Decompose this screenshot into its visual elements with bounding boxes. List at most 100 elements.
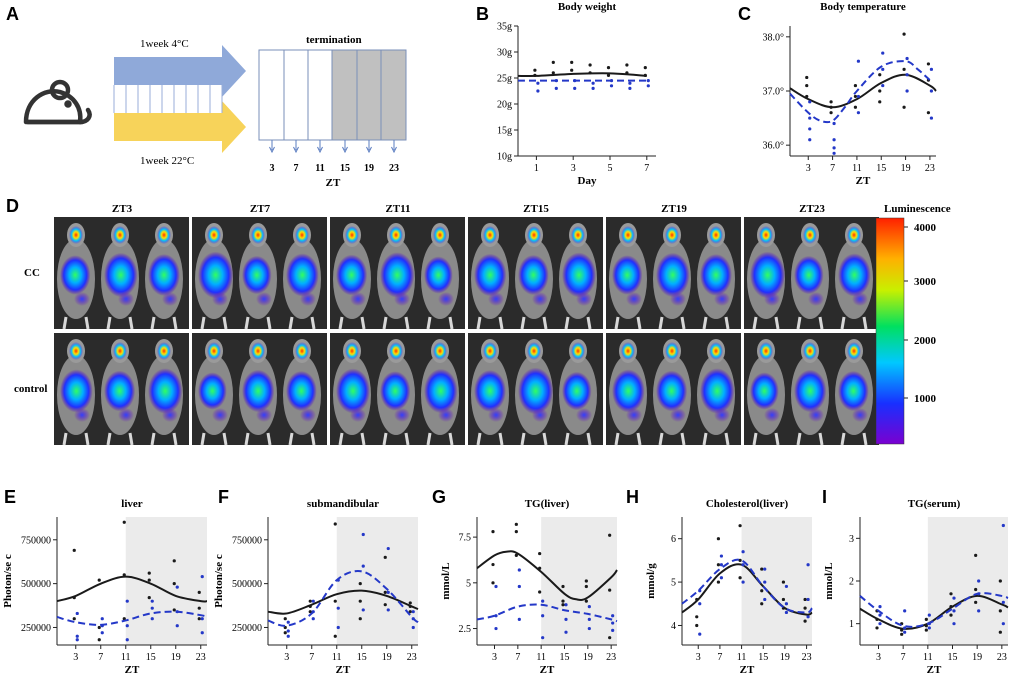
mouse-leg xyxy=(222,316,228,330)
body-signal xyxy=(424,368,458,414)
acclimation-grid xyxy=(113,85,223,113)
lower-signal xyxy=(670,292,686,306)
mouse-leg xyxy=(404,432,410,446)
x-tick-label: 3 xyxy=(492,652,497,663)
fit-curve xyxy=(517,72,647,77)
data-point xyxy=(1001,600,1005,604)
body-signal xyxy=(700,254,732,296)
x-tick-label: 11 xyxy=(121,652,131,663)
data-point xyxy=(808,138,812,142)
data-point xyxy=(609,84,614,88)
mouse-leg xyxy=(498,432,504,446)
mouse-leg xyxy=(222,432,228,446)
body-signal xyxy=(700,368,735,414)
data-point xyxy=(611,621,615,625)
data-point xyxy=(974,553,978,558)
body-signal xyxy=(148,368,183,414)
imaging-column-label: ZT19 xyxy=(661,203,687,215)
data-point xyxy=(494,614,498,618)
data-point xyxy=(646,84,650,88)
fit-curve xyxy=(859,594,1009,630)
mouse-leg xyxy=(404,316,410,330)
data-point xyxy=(361,564,365,568)
lower-signal xyxy=(532,408,548,422)
colorbar-tick-label: 2000 xyxy=(914,335,937,347)
x-tick-label: 19 xyxy=(972,652,982,663)
data-point xyxy=(808,100,812,104)
body-signal xyxy=(424,256,453,294)
y-tick-label: 1 xyxy=(849,619,854,630)
x-tick-label: 19 xyxy=(901,163,911,174)
data-point xyxy=(554,86,558,90)
mouse-leg xyxy=(62,316,68,330)
y-axis-label: mmol/g xyxy=(645,563,657,599)
imaging-column-label: ZT3 xyxy=(112,203,133,215)
mouse-leg xyxy=(564,432,570,446)
imaging-column-label: ZT7 xyxy=(250,203,271,215)
head-signal xyxy=(69,342,83,360)
chart-h: H Cholesterol(liver) 3 7 11 15 19 23 4 5 6 ZT mmol/g xyxy=(626,487,813,676)
data-point xyxy=(808,127,812,131)
y-axis-label: mmol/L xyxy=(440,562,452,599)
warm-arrow xyxy=(114,101,246,153)
panel-letter-f: F xyxy=(218,487,229,507)
body-signal xyxy=(59,255,91,295)
head-signal xyxy=(759,226,773,244)
x-axis-label: ZT xyxy=(125,664,140,676)
lower-signal xyxy=(74,292,90,306)
mouse-leg xyxy=(564,316,570,330)
fit-curve xyxy=(789,60,931,124)
body-signal xyxy=(838,370,869,412)
data-point xyxy=(763,580,767,584)
mouse-leg xyxy=(266,432,272,446)
mouse-leg xyxy=(476,432,482,446)
lower-signal xyxy=(74,408,90,422)
timeline-arrowhead xyxy=(317,146,323,154)
y-tick-label: 2 xyxy=(849,577,854,588)
head-signal xyxy=(345,226,359,244)
body-signal xyxy=(838,253,871,297)
data-point xyxy=(588,63,592,67)
lower-signal xyxy=(764,408,780,422)
data-point xyxy=(197,590,201,594)
data-point xyxy=(611,628,615,632)
lower-signal xyxy=(670,408,686,422)
mouse-leg xyxy=(338,432,344,446)
mouse-leg xyxy=(172,432,178,446)
head-signal xyxy=(527,226,541,244)
panel-letter-a: A xyxy=(6,4,19,24)
imaging-tile xyxy=(330,333,465,446)
mouse-leg xyxy=(448,432,454,446)
head-signal xyxy=(295,226,309,244)
lower-signal xyxy=(488,292,504,306)
data-point xyxy=(760,589,764,593)
data-point xyxy=(926,111,931,115)
row-label-control: control xyxy=(14,383,47,395)
data-point xyxy=(536,81,540,85)
fit-curve xyxy=(476,550,618,601)
head-signal xyxy=(157,342,171,360)
mouse-leg xyxy=(542,432,548,446)
data-point xyxy=(172,608,176,612)
data-point xyxy=(738,524,742,528)
head-signal xyxy=(709,342,723,360)
data-point xyxy=(903,630,907,634)
data-point xyxy=(584,584,588,589)
body-signal xyxy=(198,372,227,410)
mouse-leg xyxy=(382,316,388,330)
imaging-tile xyxy=(744,333,879,446)
mouse-leg xyxy=(244,316,250,330)
x-tick-label: 19 xyxy=(583,652,593,663)
data-point xyxy=(832,146,836,150)
lower-signal xyxy=(350,292,366,306)
data-point xyxy=(881,51,885,55)
timeline-arrowhead xyxy=(342,146,348,154)
y-tick-label: 6 xyxy=(671,534,676,545)
body-signal xyxy=(336,254,368,296)
data-point xyxy=(536,89,540,93)
mouse-leg xyxy=(636,432,642,446)
series-control xyxy=(267,532,419,638)
data-point xyxy=(122,617,126,621)
